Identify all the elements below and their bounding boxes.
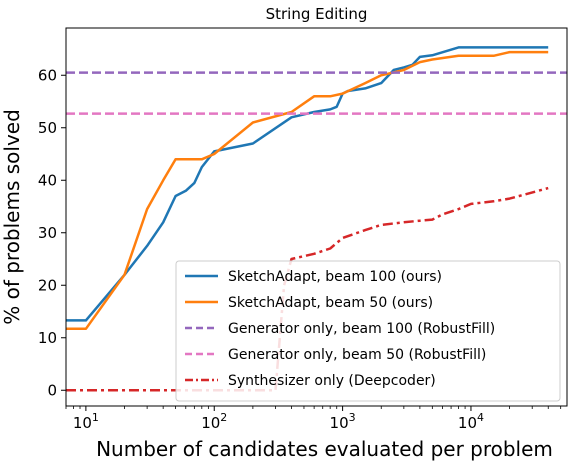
- y-tick-label: 20: [38, 276, 57, 294]
- y-tick-label: 10: [38, 329, 57, 347]
- series-line-1: [66, 50, 549, 331]
- legend-label-1: SketchAdapt, beam 50 (ours): [228, 295, 433, 311]
- legend-label-0: SketchAdapt, beam 100 (ours): [228, 269, 442, 285]
- x-tick-label: 103: [330, 411, 356, 432]
- plot-frame: [65, 27, 568, 407]
- x-axis-label: Number of candidates evaluated per probl…: [96, 437, 553, 461]
- ticks-layer: 0 10 20 30 40 50 60 101 102 103 104: [38, 66, 562, 432]
- legend-label-2: Generator only, beam 100 (RobustFill): [228, 321, 495, 337]
- y-tick-label: 50: [38, 119, 57, 137]
- series-layer: [66, 46, 567, 392]
- y-tick-label: 30: [38, 224, 57, 242]
- x-tick-label: 102: [201, 411, 227, 432]
- chart-title: String Editing: [266, 5, 368, 23]
- y-tick-label: 40: [38, 171, 57, 189]
- legend: SketchAdapt, beam 100 (ours) SketchAdapt,…: [175, 260, 561, 402]
- legend-label-4: Synthesizer only (Deepcoder): [228, 373, 436, 389]
- y-tick-label: 60: [38, 66, 57, 84]
- x-tick-label: 101: [73, 411, 99, 432]
- series-line-0: [66, 46, 549, 322]
- legend-box: [175, 260, 561, 402]
- y-tick-label: 0: [47, 381, 57, 399]
- y-axis-label: % of problems solved: [0, 109, 24, 325]
- legend-label-3: Generator only, beam 50 (RobustFill): [228, 347, 486, 363]
- x-tick-label: 104: [458, 411, 484, 432]
